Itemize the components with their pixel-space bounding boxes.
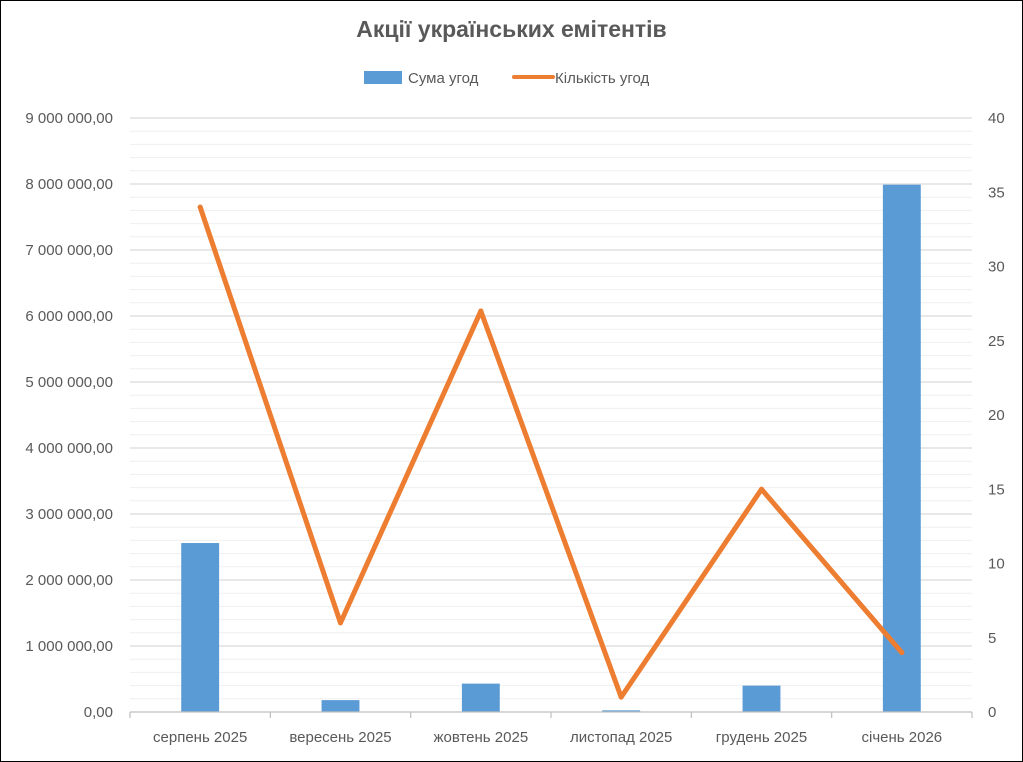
line-point (197, 204, 203, 210)
line-series (197, 204, 905, 700)
grid (130, 117, 972, 713)
y-left-tick-label: 7 000 000,00 (25, 242, 113, 259)
x-tick-label: вересень 2025 (289, 729, 391, 746)
y-right-tick-label: 15 (988, 481, 1005, 498)
line-point (899, 650, 905, 656)
bar (321, 700, 360, 712)
chart-title: Акції українських емітентів (356, 16, 667, 42)
legend-swatch-bar (364, 71, 402, 84)
x-tick-label: жовтень 2025 (433, 729, 528, 746)
bar-series (181, 184, 921, 712)
x-tick-label: листопад 2025 (570, 729, 672, 746)
axes: 0,00 1 000 000,00 2 000 000,00 3 000 000,00… (25, 110, 1004, 746)
y-left-tick-label: 6 000 000,00 (25, 308, 113, 325)
legend: Сума угод Кількість угод (364, 70, 650, 87)
y-right-tick-label: 0 (988, 704, 996, 721)
y-right-tick-label: 25 (988, 333, 1005, 350)
y-left-tick-label: 5 000 000,00 (25, 374, 113, 391)
y-right-tick-label: 30 (988, 259, 1005, 276)
legend-label-line: Кількість угод (555, 70, 650, 87)
bar (181, 543, 220, 712)
y-right-tick-label: 40 (988, 110, 1005, 127)
x-tick-label: серпень 2025 (153, 729, 247, 746)
line-point (759, 486, 764, 492)
bar (602, 710, 641, 712)
y-right-tick-label: 20 (988, 407, 1005, 424)
bar (461, 683, 500, 712)
y-right-tick-label: 35 (988, 184, 1005, 201)
y-right-tick-label: 10 (988, 556, 1005, 573)
y-right-tick-label: 5 (988, 630, 996, 647)
y-left-tick-label: 1 000 000,00 (25, 638, 113, 655)
y-left-tick-label: 9 000 000,00 (25, 110, 113, 127)
x-tick-label: грудень 2025 (716, 729, 807, 746)
y-left-tick-label: 2 000 000,00 (25, 572, 113, 589)
x-tick-label: січень 2026 (862, 729, 943, 746)
bar (742, 685, 781, 712)
line-point (618, 694, 624, 700)
y-left-tick-label: 4 000 000,00 (25, 440, 113, 457)
legend-label-bar: Сума угод (408, 70, 479, 87)
y-left-tick-label: 0,00 (84, 704, 113, 721)
line-point (338, 620, 343, 626)
line-point (478, 308, 484, 314)
y-left-tick-label: 3 000 000,00 (25, 506, 113, 523)
y-left-tick-label: 8 000 000,00 (25, 176, 113, 193)
bar (882, 184, 921, 712)
series-line (197, 204, 905, 700)
